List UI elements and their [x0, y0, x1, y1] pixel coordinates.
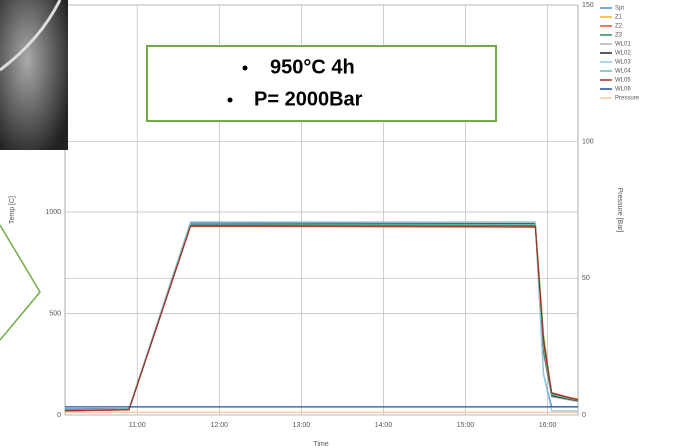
x-tick-label: 14:00 — [375, 422, 393, 429]
x-axis-label: Time — [313, 441, 328, 448]
series-line — [64, 225, 579, 412]
legend-label: WL04 — [615, 69, 631, 75]
series-line — [64, 221, 578, 412]
y-tick-label: 1000 — [45, 209, 61, 216]
legend-label: WL01 — [615, 42, 631, 48]
photo-arc — [0, 0, 62, 72]
arrow-chevron — [0, 224, 41, 341]
bullet — [227, 97, 233, 103]
legend-label: Pressure — [615, 96, 640, 102]
series-line — [64, 225, 579, 412]
series-line — [64, 223, 579, 411]
legend-label: Spt — [615, 6, 624, 12]
annotation: 950°C 4h — [270, 56, 355, 78]
legend-label: WL05 — [615, 78, 631, 84]
annotation: P= 2000Bar — [254, 88, 363, 110]
y-tick-label: 0 — [57, 412, 61, 419]
bullet — [242, 65, 248, 71]
x-tick-label: 13:00 — [293, 422, 311, 429]
legend-label: Z3 — [615, 33, 623, 39]
y2-tick-label: 150 — [582, 2, 594, 9]
y2-tick-label: 100 — [582, 139, 594, 146]
y2-axis-label: Pressure [Bar] — [616, 188, 623, 233]
series-line — [64, 224, 579, 412]
legend-label: Z1 — [615, 15, 623, 21]
y2-tick-label: 0 — [582, 412, 586, 419]
y-axis-label: Temp [C] — [9, 196, 16, 224]
x-tick-label: 11:00 — [129, 422, 146, 429]
x-tick-label: 12:00 — [211, 422, 229, 429]
y2-tick-label: 50 — [582, 275, 590, 282]
x-tick-label: 15:00 — [457, 422, 475, 429]
series-line — [64, 222, 579, 411]
legend-label: WL06 — [615, 87, 631, 93]
legend-label: WL02 — [615, 51, 631, 57]
x-tick-label: 16:00 — [539, 422, 557, 429]
legend-label: WL03 — [615, 60, 631, 66]
series-line — [64, 224, 579, 411]
annotation-box — [146, 45, 497, 122]
series-line — [65, 221, 578, 410]
series-line — [64, 223, 579, 411]
y-tick-label: 500 — [49, 310, 61, 317]
photo — [0, 0, 68, 150]
legend-label: Z2 — [615, 24, 623, 30]
